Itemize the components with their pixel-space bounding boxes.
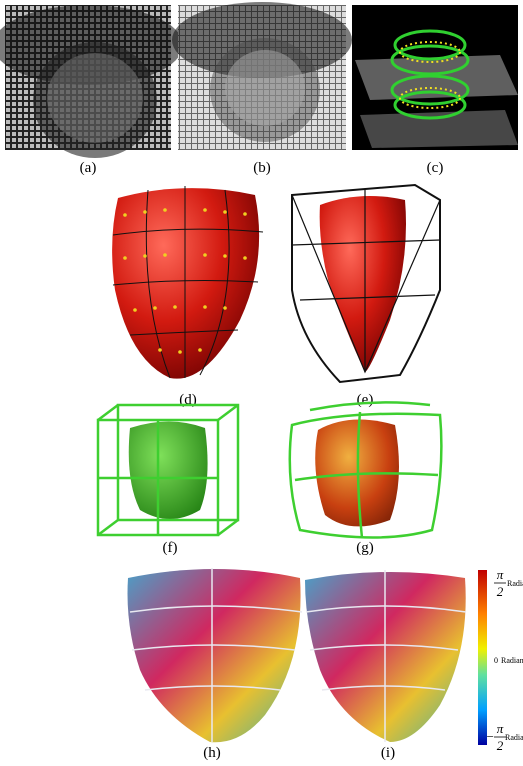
- panel-label: (g): [356, 540, 374, 556]
- panel-c: [352, 5, 518, 150]
- panel-d: [112, 186, 263, 379]
- panel-i: [305, 570, 466, 742]
- panel-label: (e): [357, 392, 374, 408]
- colorbar-unit: Radians: [501, 656, 523, 665]
- colorbar-tick: 0: [494, 656, 498, 665]
- colorbar: π 2 Radians 0 Radians − π 2 Radians: [478, 567, 523, 753]
- panel-h: [128, 568, 303, 742]
- colorbar-numerator: π: [497, 567, 504, 582]
- panel-label: (c): [427, 160, 444, 176]
- figure: (a) (b) (c) (d) (e): [0, 0, 523, 766]
- panel-b: [172, 2, 352, 150]
- colorbar-numerator: π: [497, 721, 504, 736]
- colorbar-unit: Radians: [505, 733, 523, 742]
- panel-label: (f): [163, 540, 178, 556]
- colorbar-sign: −: [486, 729, 495, 744]
- panel-e: [292, 185, 440, 382]
- panel-label: (b): [253, 160, 271, 176]
- page: (a) (b) (c) (d) (e): [0, 0, 523, 766]
- panel-label: (i): [381, 745, 395, 761]
- colorbar-denominator: 2: [497, 584, 504, 599]
- panel-a: [0, 5, 183, 158]
- colorbar-unit: Radians: [507, 579, 523, 588]
- colorbar-denominator: 2: [497, 738, 504, 753]
- panel-g: [290, 402, 442, 538]
- panel-f: [98, 405, 238, 535]
- panel-label: (a): [80, 160, 97, 176]
- panel-label: (h): [203, 745, 221, 761]
